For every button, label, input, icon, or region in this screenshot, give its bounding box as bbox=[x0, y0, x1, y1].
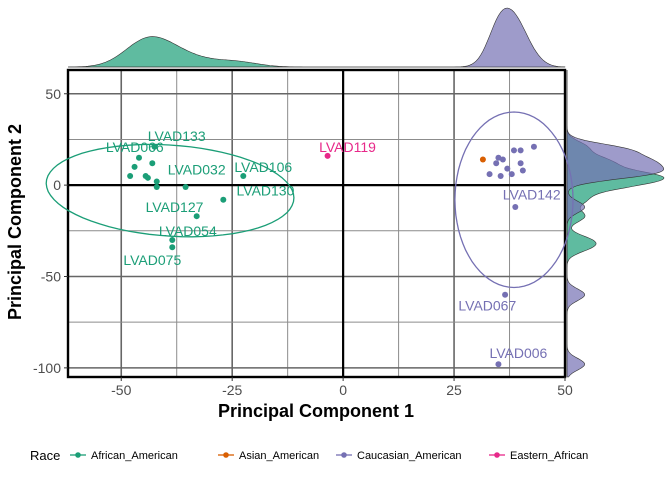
data-point-African_American bbox=[149, 160, 156, 167]
legend-label: Eastern_African bbox=[510, 450, 588, 462]
legend-key-point bbox=[494, 452, 500, 458]
legend: Race African_American Asian_American Cauca… bbox=[30, 448, 588, 463]
right-density-plot bbox=[566, 70, 665, 378]
point-label: LVAD133 bbox=[148, 128, 206, 144]
data-point-Caucasian_American bbox=[510, 147, 517, 154]
data-point-Caucasian_American bbox=[495, 361, 502, 368]
data-point-African_American bbox=[144, 174, 151, 181]
data-point-Caucasian_American bbox=[517, 160, 524, 167]
legend-key-point bbox=[75, 452, 81, 458]
data-point-Caucasian_American bbox=[499, 156, 506, 163]
data-point-Caucasian_American bbox=[504, 165, 511, 172]
data-point-African_American bbox=[151, 143, 158, 150]
point-label: LVAD054 bbox=[159, 223, 217, 239]
y-tick-label: 50 bbox=[45, 86, 61, 102]
data-point-Caucasian_American bbox=[512, 204, 519, 211]
data-point-Eastern_African bbox=[324, 152, 331, 159]
data-point-African_American bbox=[127, 172, 134, 179]
data-point-African_American bbox=[169, 244, 176, 251]
right-density-African_American bbox=[566, 70, 665, 377]
point-label: LVAD075 bbox=[123, 252, 181, 268]
point-label: LVAD130 bbox=[237, 183, 295, 199]
data-point-African_American bbox=[153, 178, 160, 185]
data-point-African_American bbox=[136, 154, 142, 161]
top-density-Caucasian_American bbox=[68, 7, 566, 68]
top-density-plot bbox=[67, 7, 566, 68]
ellipse-african-american bbox=[45, 143, 295, 238]
right-density-Caucasian_American bbox=[566, 70, 665, 378]
data-point-African_American bbox=[182, 183, 189, 190]
point-label: LVAD106 bbox=[234, 159, 292, 175]
data-point-Caucasian_American bbox=[519, 167, 526, 174]
point-label: LVAD142 bbox=[503, 186, 561, 202]
data-point-Caucasian_American bbox=[486, 171, 493, 178]
x-tick-label: 0 bbox=[339, 382, 347, 398]
x-tick-label: -25 bbox=[222, 382, 242, 398]
data-point-African_American bbox=[240, 172, 247, 179]
y-axis-title: Principal Component 2 bbox=[5, 124, 25, 320]
data-point-Caucasian_American bbox=[517, 147, 524, 154]
x-tick-label: 50 bbox=[557, 382, 573, 398]
data-point-African_American bbox=[169, 236, 176, 243]
legend-key-point bbox=[223, 452, 229, 458]
axes: Principal Component 1 Principal Componen… bbox=[5, 124, 414, 421]
x-tick-label: 25 bbox=[446, 382, 462, 398]
y-tick-label: 0 bbox=[53, 177, 61, 193]
point-label: LVAD127 bbox=[146, 199, 204, 215]
point-label: LVAD006 bbox=[489, 345, 547, 361]
x-tick-label: -50 bbox=[111, 382, 131, 398]
legend-title: Race bbox=[30, 448, 60, 463]
data-point-African_American bbox=[131, 163, 138, 170]
data-point-Caucasian_American bbox=[497, 172, 504, 179]
y-tick-label: -100 bbox=[33, 360, 61, 376]
data-point-Caucasian_American bbox=[493, 160, 500, 167]
legend-label: Asian_American bbox=[239, 450, 319, 462]
ellipse-caucasian-american bbox=[454, 111, 574, 289]
data-point-African_American bbox=[193, 213, 200, 220]
y-tick-label: -50 bbox=[41, 268, 61, 284]
plot-frame bbox=[66, 68, 567, 379]
data-point-Caucasian_American bbox=[530, 143, 537, 150]
point-label: LVAD032 bbox=[168, 162, 226, 178]
x-axis-title: Principal Component 1 bbox=[218, 401, 414, 421]
point-label: LVAD119 bbox=[319, 139, 376, 155]
legend-label: African_American bbox=[91, 450, 178, 462]
data-point-African_American bbox=[153, 183, 160, 190]
data-point-African_American bbox=[220, 196, 227, 203]
data-point-Caucasian_American bbox=[502, 291, 509, 298]
legend-key-point bbox=[341, 452, 347, 458]
data-point-Asian_American bbox=[479, 156, 486, 163]
data-point-Caucasian_American bbox=[508, 171, 515, 178]
point-label: LVAD067 bbox=[458, 298, 516, 314]
legend-label: Caucasian_American bbox=[357, 450, 462, 462]
point-label: LVAD066 bbox=[106, 139, 164, 155]
